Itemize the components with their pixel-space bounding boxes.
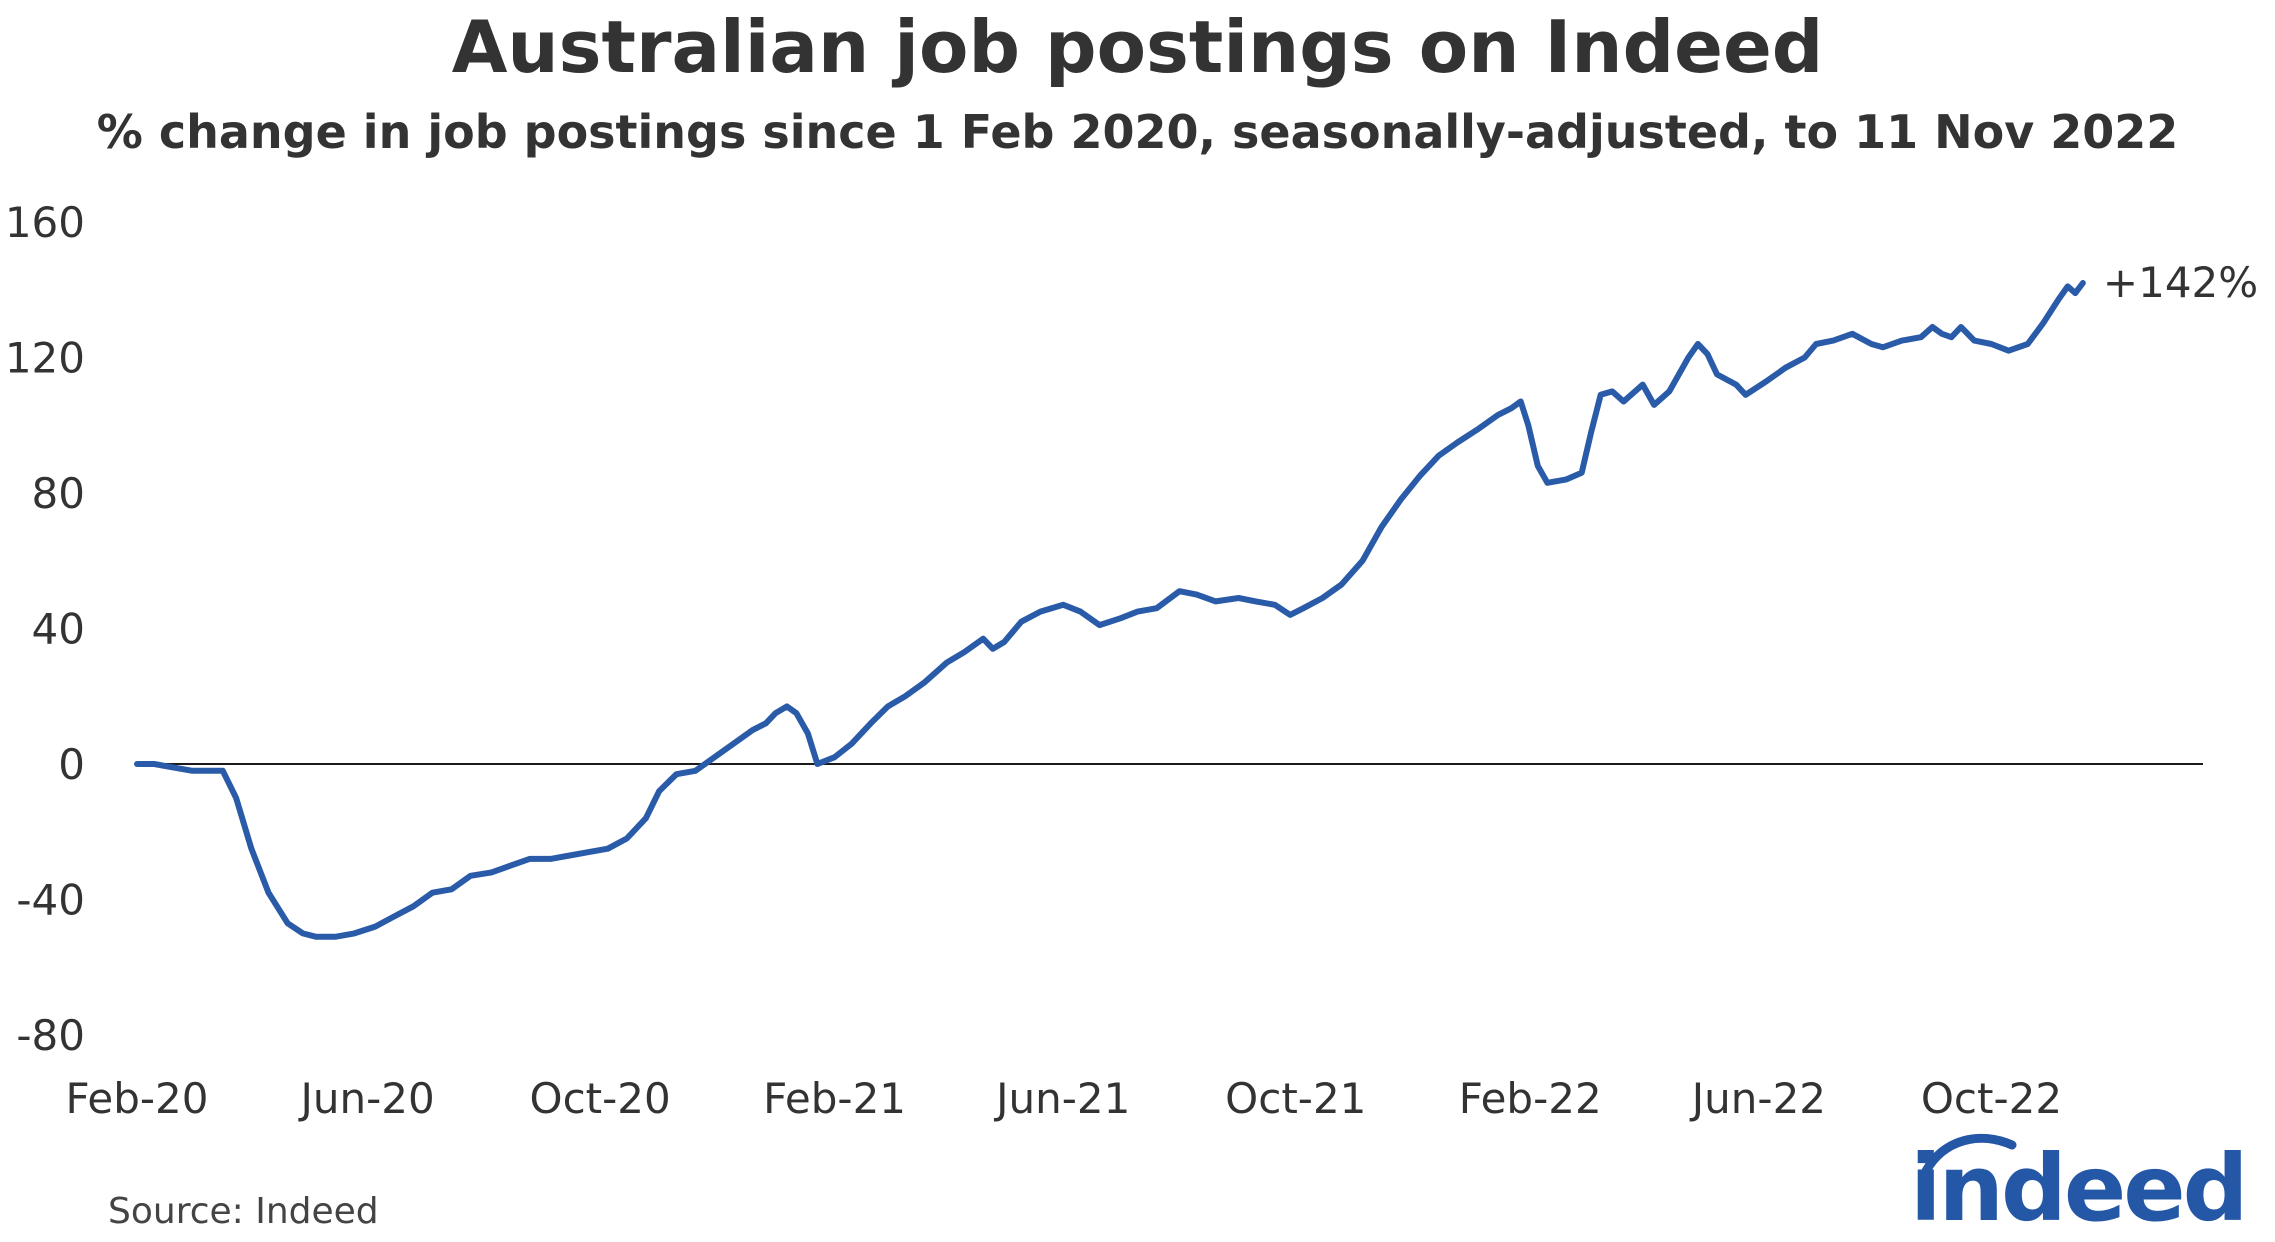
x-tick-label: Feb-20 [66,1074,209,1123]
y-tick-label: -80 [16,1011,85,1060]
x-axis-ticks: Feb-20 Jun-20 Oct-20 Feb-21 Jun-21 Oct-21 Feb-… [66,1074,2063,1123]
x-tick-label: Oct-20 [530,1074,671,1123]
x-tick-label: Feb-22 [1459,1074,1602,1123]
x-tick-label: Oct-22 [1921,1074,2062,1123]
source-note: Source: Indeed [108,1191,379,1232]
y-tick-label: 40 [32,605,85,654]
series-line [134,280,2086,940]
y-tick-label: -40 [16,876,85,925]
y-axis-ticks: 160 120 80 40 0 -40 -80 [5,198,85,1060]
chart-subtitle: % change in job postings since 1 Feb 202… [96,105,2179,159]
indeed-logo: indeed [1910,1133,2250,1242]
x-tick-label: Feb-21 [763,1074,906,1123]
y-tick-label: 0 [58,740,85,789]
logo-wordmark: indeed [1910,1135,2249,1242]
y-tick-label: 120 [5,334,85,383]
chart-title: Australian job postings on Indeed [451,5,1824,89]
x-tick-label: Oct-21 [1225,1074,1366,1123]
y-tick-label: 160 [5,198,85,247]
x-tick-label: Jun-20 [297,1074,434,1123]
x-tick-label: Jun-22 [1689,1074,1826,1123]
y-tick-label: 80 [32,469,85,518]
x-tick-label: Jun-21 [993,1074,1130,1123]
end-value-label: +142% [2103,258,2258,307]
logo-arc-icon [1921,1133,2017,1176]
